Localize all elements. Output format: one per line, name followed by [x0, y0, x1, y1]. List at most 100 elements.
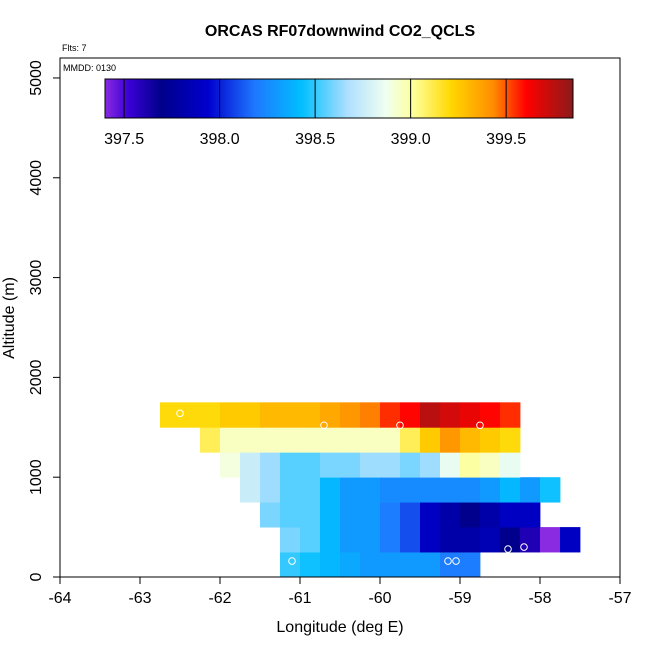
heatmap-cell: [240, 402, 261, 428]
flight-point: [444, 557, 452, 565]
heatmap-cell: [440, 452, 461, 478]
heatmap-cell: [540, 527, 561, 553]
flight-point: [320, 421, 328, 430]
heatmap-cell: [480, 502, 501, 528]
x-axis-label: Longitude (deg E): [276, 619, 403, 636]
heatmap-cell: [300, 527, 321, 553]
flight-point: [176, 409, 184, 418]
heatmap-cell: [380, 502, 401, 528]
heatmap-cell: [500, 427, 521, 453]
heatmap-cell: [400, 527, 421, 553]
heatmap-cell: [300, 502, 321, 528]
heatmap-cell: [400, 427, 421, 453]
x-axis: -64 -63 -62 -61 -60 -59 -58 -57: [48, 577, 632, 607]
heatmap-cell: [360, 502, 381, 528]
y-axis-label: Altitude (m): [1, 277, 18, 359]
heatmap-cell: [480, 427, 501, 453]
heatmap-cell: [340, 402, 361, 428]
heatmap-cell: [460, 452, 481, 478]
x-tick-label: -62: [208, 590, 231, 607]
plot-frame: [59, 57, 621, 578]
heatmap-cell: [460, 502, 481, 528]
flight-point: [452, 557, 460, 565]
x-tick-label: -61: [288, 590, 311, 607]
heatmap-cell: [300, 452, 321, 478]
heatmap-cell: [340, 502, 361, 528]
heatmap-cell: [540, 477, 561, 503]
y-tick-label: 1000: [28, 459, 45, 495]
x-tick-label: -64: [48, 590, 71, 607]
heatmap-cell: [280, 527, 301, 553]
x-tick-label: -60: [368, 590, 391, 607]
colorbar-tick-label: 399.5: [486, 131, 526, 148]
heatmap-cell: [320, 427, 341, 453]
heatmap-cell: [500, 452, 521, 478]
heatmap-cell: [440, 527, 461, 553]
heatmap-cell: [480, 477, 501, 503]
heatmap-cell: [360, 527, 381, 553]
heatmap-cell: [380, 552, 401, 578]
y-tick-label: 4000: [28, 160, 45, 196]
date-note: MMDD: 0130: [63, 63, 116, 73]
heatmap-cell: [420, 452, 441, 478]
heatmap-cell: [320, 552, 341, 578]
y-tick-label: 2000: [28, 359, 45, 395]
heatmap-cell: [500, 477, 521, 503]
flight-point: [476, 421, 484, 430]
heatmap-cell: [360, 402, 381, 428]
heatmap-cell: [340, 552, 361, 578]
heatmap-cell: [380, 427, 401, 453]
y-tick-label: 3000: [28, 260, 45, 296]
heatmap-cell: [400, 477, 421, 503]
y-tick-label: 5000: [28, 60, 45, 96]
flight-point: [504, 545, 512, 553]
heatmap-cell: [240, 477, 261, 503]
heatmap-cell: [300, 427, 321, 453]
heatmap-cell: [260, 477, 281, 503]
heatmap-cell: [180, 402, 201, 428]
heatmap-cell: [300, 552, 321, 578]
y-tick-label: 0: [28, 572, 45, 581]
heatmap-cell: [240, 427, 261, 453]
colorbar-tick-label: 398.5: [295, 131, 335, 148]
heatmap-cell: [280, 452, 301, 478]
chart-title: ORCAS RF07downwind CO2_QCLS: [205, 23, 476, 40]
heatmap-cell: [380, 402, 401, 428]
heatmap-cell: [460, 527, 481, 553]
heatmap-cell: [520, 477, 541, 503]
heatmap-cell: [460, 402, 481, 428]
heatmap-cell: [460, 552, 481, 578]
heatmap-cell: [380, 527, 401, 553]
heatmap-cell: [460, 427, 481, 453]
heatmap-cell: [320, 452, 341, 478]
heatmap-cells: [160, 402, 581, 578]
heatmap-cell: [260, 452, 281, 478]
heatmap-cell: [300, 477, 321, 503]
heatmap-cell: [560, 527, 581, 553]
heatmap-cell: [400, 502, 421, 528]
heatmap-cell: [240, 452, 261, 478]
heatmap-cell: [420, 402, 441, 428]
heatmap-cell: [340, 477, 361, 503]
heatmap-cell: [340, 527, 361, 553]
heatmap-cell: [200, 402, 221, 428]
heatmap-cell: [480, 527, 501, 553]
heatmap-cell: [260, 502, 281, 528]
heatmap-cell: [280, 502, 301, 528]
heatmap-cell: [220, 427, 241, 453]
heatmap-cell: [460, 477, 481, 503]
heatmap-cell: [320, 502, 341, 528]
flight-point: [520, 543, 528, 551]
heatmap-cell: [440, 502, 461, 528]
heatmap-cell: [480, 452, 501, 478]
heatmap-cell: [440, 402, 461, 428]
heatmap-cell: [160, 402, 181, 428]
heatmap-cell: [480, 402, 501, 428]
heatmap-cell: [520, 527, 541, 553]
heatmap-cell: [420, 477, 441, 503]
heatmap-cell: [440, 477, 461, 503]
heatmap-cell: [260, 427, 281, 453]
heatmap-cell: [320, 402, 341, 428]
heatmap-cell: [500, 527, 521, 553]
